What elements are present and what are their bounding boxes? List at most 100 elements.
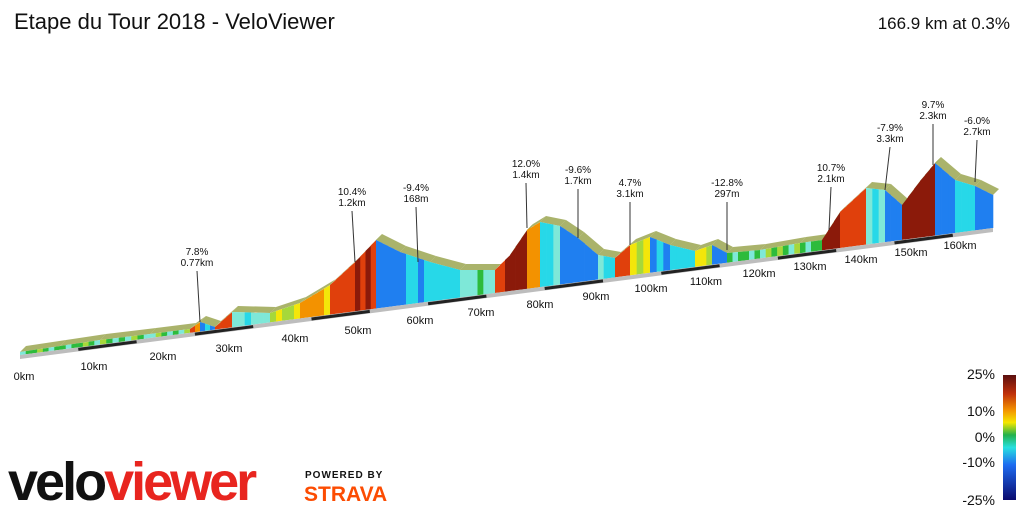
profile-slice (510, 246, 516, 292)
profile-slice (578, 238, 585, 283)
profile-slice (48, 346, 55, 352)
profile-top (300, 279, 336, 303)
profile-slice (190, 325, 196, 333)
km-band (894, 233, 953, 245)
annotation-line (415, 206, 419, 263)
distance-label: 110km (690, 276, 722, 288)
annotation-grade: 10.7% (817, 163, 845, 174)
profile-slice (244, 312, 252, 326)
annotation-length: 1.4km (512, 170, 539, 181)
profile-top (190, 316, 206, 329)
profile-slice (232, 312, 239, 328)
profile-top (840, 182, 872, 212)
profile-slice (800, 242, 806, 254)
profile-slice (355, 256, 361, 312)
profile-slice (172, 330, 179, 336)
annotation-line (884, 146, 891, 191)
profile-top (376, 234, 406, 252)
profile-slice (143, 334, 151, 339)
profile-slice (885, 190, 891, 243)
profile-slice (935, 163, 942, 236)
profile-slice (312, 292, 319, 317)
profile-slice (71, 343, 78, 349)
profile-slice (226, 312, 233, 329)
profile-slice (406, 254, 413, 305)
profile-slice (902, 197, 909, 240)
profile-slice (31, 349, 38, 354)
profile-slice (460, 270, 467, 298)
profile-slice (161, 331, 168, 337)
profile-slice (205, 323, 211, 331)
profile-slice (112, 337, 120, 343)
powered-by: POWERED BY (305, 470, 383, 481)
profile-slice (914, 181, 921, 239)
profile-slice (521, 230, 528, 290)
profile-slice (324, 285, 331, 316)
profile-slice (54, 346, 61, 351)
profile-slice (483, 270, 490, 295)
annotation-grade: 12.0% (512, 159, 540, 170)
profile-slice (300, 299, 307, 319)
distance-label: 130km (793, 261, 826, 273)
annotation-length: 2.7km (963, 127, 990, 138)
annotation-line (351, 210, 356, 263)
profile-slice (749, 250, 755, 260)
profile-slice (495, 265, 501, 294)
profile-slice (505, 255, 511, 292)
profile-top (800, 234, 828, 243)
profile-slice (448, 266, 455, 300)
distance-label: 50km (345, 325, 372, 337)
profile-slice (930, 163, 936, 237)
profile-slice (238, 312, 245, 327)
profile-slice (584, 243, 592, 282)
annotation-length: 2.3km (919, 111, 946, 122)
profile-top (975, 180, 999, 195)
profile-slice (794, 243, 801, 254)
profile-slice (436, 263, 443, 301)
profile-slice (442, 265, 449, 300)
annotation-length: 1.7km (564, 176, 591, 187)
profile-slice (330, 279, 337, 315)
profile-slice (771, 247, 778, 257)
profile-slice (834, 212, 841, 249)
profile-top (598, 249, 621, 258)
profile-slice (471, 270, 478, 297)
profile-slice (920, 175, 926, 238)
profile-slice (360, 251, 366, 311)
profile-slice (195, 322, 201, 333)
distance-label: 30km (216, 343, 243, 355)
profile-top (200, 316, 221, 327)
profile-slice (88, 340, 95, 347)
profile-top (60, 334, 106, 346)
profile-top (935, 157, 961, 180)
profile-top (727, 244, 766, 253)
profile-slice (615, 253, 621, 278)
distance-label: 70km (468, 307, 495, 319)
profile-slice (948, 174, 956, 234)
profile-slice (788, 244, 795, 255)
profile-slice (560, 226, 567, 285)
profile-slice (656, 239, 664, 272)
profile-slice (150, 333, 157, 339)
logo: veloviewer (8, 452, 257, 512)
profile-slice (682, 248, 690, 269)
profile-slice (306, 295, 313, 318)
labels: 7.8%0.77km 10.4%1.2km -9.4%168m 12.0%1.4km -… (14, 100, 995, 508)
legend-label: 10% (967, 403, 995, 419)
profile-slice (137, 334, 145, 340)
profile-slice (465, 270, 472, 297)
profile-slice (500, 260, 506, 293)
profile-slice (941, 168, 949, 235)
profile-slice (370, 240, 377, 310)
profile-slice (424, 260, 431, 303)
annotation-length: 3.3km (876, 134, 903, 145)
profile-slice (276, 309, 283, 322)
profile-slice (318, 288, 325, 317)
profile-slice (20, 351, 27, 355)
profile-top (100, 328, 156, 340)
annotation-grade: -9.4% (403, 183, 429, 194)
profile-top (540, 216, 566, 226)
distance-label: 160km (943, 240, 976, 252)
profile-slice (695, 249, 701, 267)
